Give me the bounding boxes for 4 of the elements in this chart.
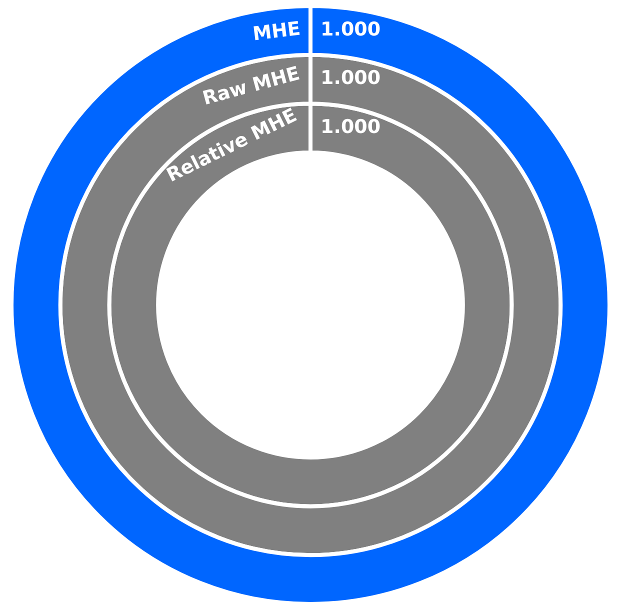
category-label: MHE (252, 18, 302, 46)
data-label: 1.000 (320, 18, 381, 40)
data-label: 1.000 (320, 67, 381, 90)
data-label: 1.000 (320, 116, 381, 138)
